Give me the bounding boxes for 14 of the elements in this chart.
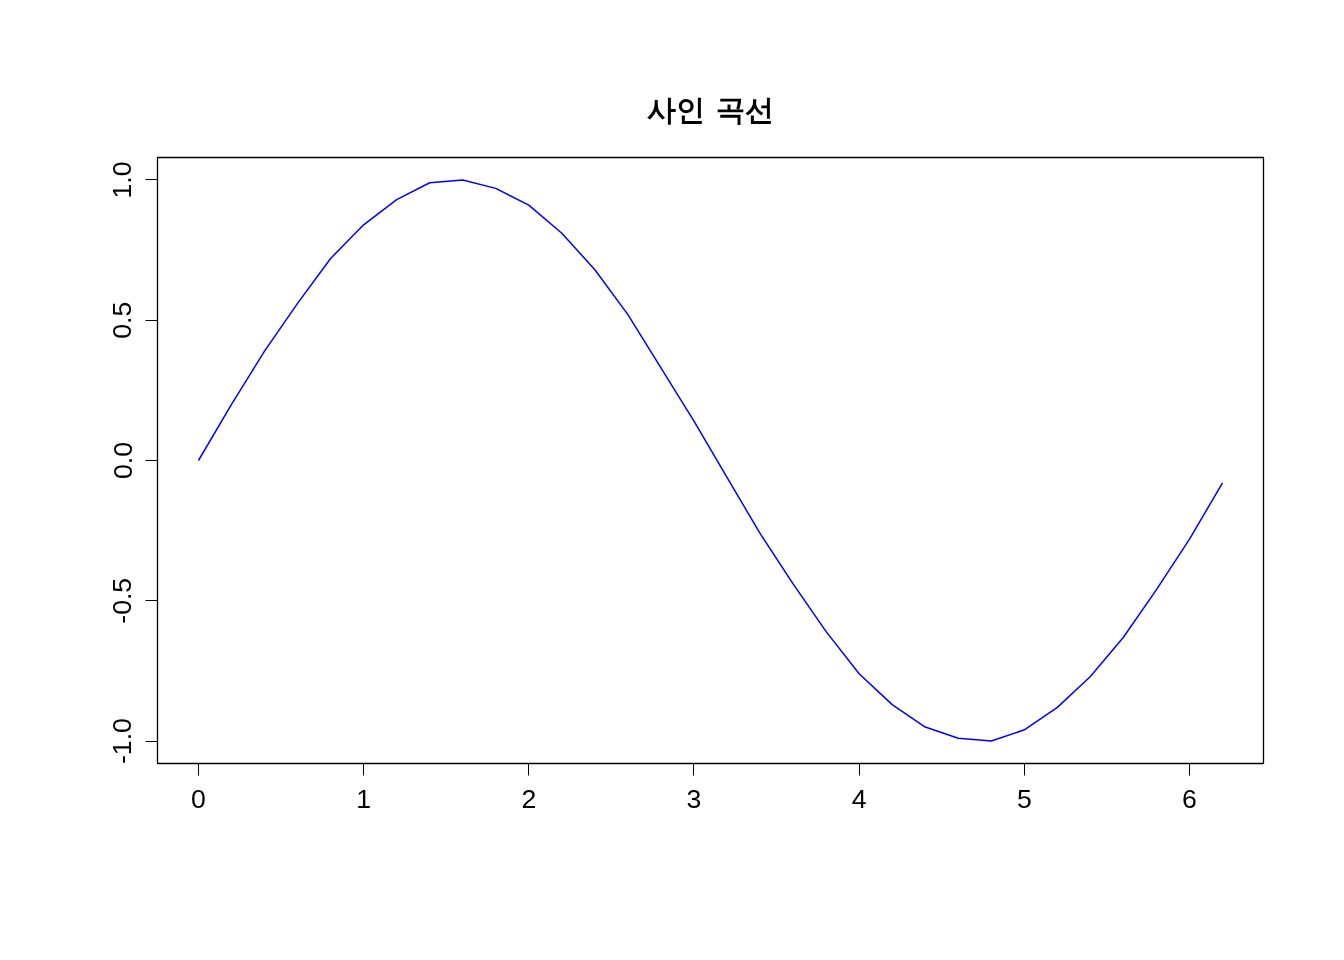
line-series <box>197 179 1224 742</box>
y-tick-label: 0.0 <box>107 441 138 480</box>
x-tick-label: 3 <box>686 783 702 814</box>
y-tick-label: -0.5 <box>107 577 138 624</box>
x-tick-label: 2 <box>521 783 537 814</box>
x-tick-label: 0 <box>191 783 206 814</box>
y-tick-label: 0.5 <box>107 301 138 339</box>
y-tick-label: 1.0 <box>107 161 138 199</box>
x-tick-label: 1 <box>356 783 372 814</box>
x-tick-label: 4 <box>851 783 867 814</box>
chart-title: 사인 곡선 <box>647 92 774 127</box>
x-tick-label: 5 <box>1016 783 1032 814</box>
x-tick-label: 6 <box>1182 783 1197 814</box>
y-tick-label: -1.0 <box>107 718 138 765</box>
